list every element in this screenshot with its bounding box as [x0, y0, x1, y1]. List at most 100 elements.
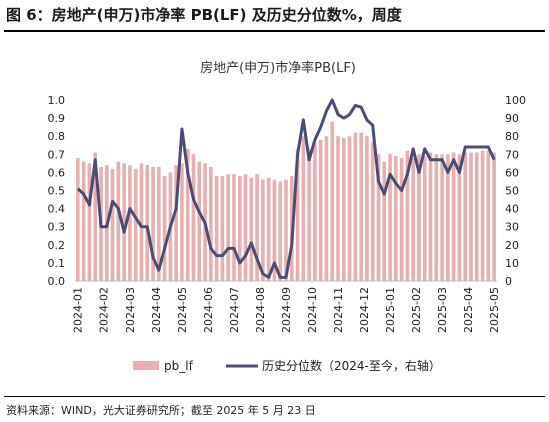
right-tick-label: 50: [505, 185, 519, 198]
bar: [330, 121, 335, 281]
x-tick-label: 2024-05: [176, 287, 189, 333]
x-tick-label: 2025-03: [436, 287, 449, 333]
bar: [110, 168, 115, 281]
bar: [446, 154, 450, 281]
right-tick-label: 80: [505, 130, 519, 143]
bar: [342, 138, 346, 281]
bar: [151, 166, 155, 281]
bar: [382, 161, 387, 281]
bar: [295, 148, 300, 281]
right-tick-label: 60: [505, 166, 519, 179]
right-tick-label: 40: [505, 203, 519, 216]
bar: [116, 161, 121, 281]
bar: [272, 179, 277, 281]
x-tick-label: 2024-09: [280, 287, 293, 333]
legend-bar-swatch: [133, 361, 159, 370]
bar: [318, 139, 323, 281]
bar: [492, 152, 496, 281]
right-tick-label: 10: [505, 257, 519, 270]
bar: [353, 132, 358, 281]
bar: [399, 157, 404, 281]
bar: [93, 152, 98, 281]
left-tick-label: 0.2: [48, 239, 66, 252]
x-tick-label: 2024-07: [228, 287, 241, 333]
chart-title: 房地产(申万)市净率PB(LF): [200, 60, 356, 76]
bar: [122, 163, 126, 281]
bar: [486, 150, 491, 281]
right-tick-label: 20: [505, 239, 519, 252]
left-axis: 0.0 0.1 0.2 0.3 0.4 0.5 0.6 0.7 0.8 0.9 1.0: [48, 94, 66, 288]
bar: [191, 154, 196, 281]
bar: [451, 152, 456, 281]
left-tick-label: 0.4: [48, 203, 66, 216]
bar: [243, 174, 248, 281]
bar: [237, 176, 242, 281]
bar: [324, 136, 329, 281]
bar: [261, 179, 265, 281]
source-note: 资料来源：WIND，光大证券研究所；截至 2025 年 5 月 23 日: [6, 404, 316, 417]
x-axis: 2024-01 2024-02 2024-03 2024-04 2024-05 2024-…: [72, 287, 501, 333]
bar: [422, 156, 427, 281]
chart: 房地产(申万)市净率PB(LF) 0.00.10.20.30.40.50.60.…: [48, 60, 527, 373]
bar: [139, 163, 144, 281]
x-tick-label: 2024-08: [254, 287, 267, 333]
bar: [313, 143, 317, 281]
bar: [463, 152, 467, 281]
x-tick-label: 2024-03: [124, 287, 137, 333]
bar: [388, 154, 392, 281]
left-tick-label: 0.3: [48, 221, 66, 234]
source-rule: [4, 396, 545, 397]
bar: [394, 156, 398, 281]
right-tick-label: 0: [505, 275, 512, 288]
left-tick-label: 0.6: [48, 166, 66, 179]
x-tick-label: 2024-04: [150, 287, 163, 333]
x-tick-label: 2024-10: [306, 287, 319, 333]
bar: [301, 136, 306, 281]
left-tick-label: 0.7: [48, 148, 66, 161]
right-tick-label: 70: [505, 148, 519, 161]
bar: [417, 154, 421, 281]
bar: [214, 176, 219, 281]
bar: [359, 132, 363, 281]
left-tick-label: 0.1: [48, 257, 66, 270]
left-tick-label: 1.0: [48, 94, 66, 107]
bar-series: [76, 121, 496, 281]
bar: [411, 157, 415, 281]
bar: [405, 150, 410, 281]
bar: [434, 154, 439, 281]
x-tick-label: 2025-02: [410, 287, 423, 333]
bar: [336, 136, 340, 281]
bar: [428, 152, 433, 281]
bar: [180, 163, 184, 281]
bar: [284, 179, 288, 281]
bar: [128, 165, 132, 281]
right-axis: 0 10 20 30 40 50 60 70 80 90 100: [505, 94, 526, 288]
bar: [266, 177, 271, 281]
right-tick-label: 30: [505, 221, 519, 234]
bar: [209, 166, 213, 281]
right-tick-label: 90: [505, 112, 519, 125]
bar: [365, 136, 369, 281]
bar: [220, 176, 225, 281]
left-tick-label: 0.8: [48, 130, 66, 143]
bar: [157, 166, 161, 281]
bar: [87, 163, 92, 281]
x-tick-label: 2024-01: [72, 287, 85, 333]
bar: [197, 161, 202, 281]
bar: [133, 168, 138, 281]
bar: [232, 174, 236, 281]
bar: [469, 152, 473, 281]
x-tick-label: 2024-02: [98, 287, 111, 333]
bar: [278, 181, 283, 281]
figure-title: 图 6：房地产(申万)市净率 PB(LF) 及历史分位数%，周度: [6, 6, 402, 24]
left-tick-label: 0.0: [48, 275, 66, 288]
title-rule: [4, 30, 545, 32]
bar: [255, 174, 259, 281]
x-tick-label: 2024-12: [358, 287, 371, 333]
bar: [376, 154, 381, 281]
bar: [76, 157, 80, 281]
left-tick-label: 0.9: [48, 112, 66, 125]
x-tick-label: 2024-06: [202, 287, 215, 333]
bar: [174, 165, 178, 281]
bar: [440, 154, 444, 281]
